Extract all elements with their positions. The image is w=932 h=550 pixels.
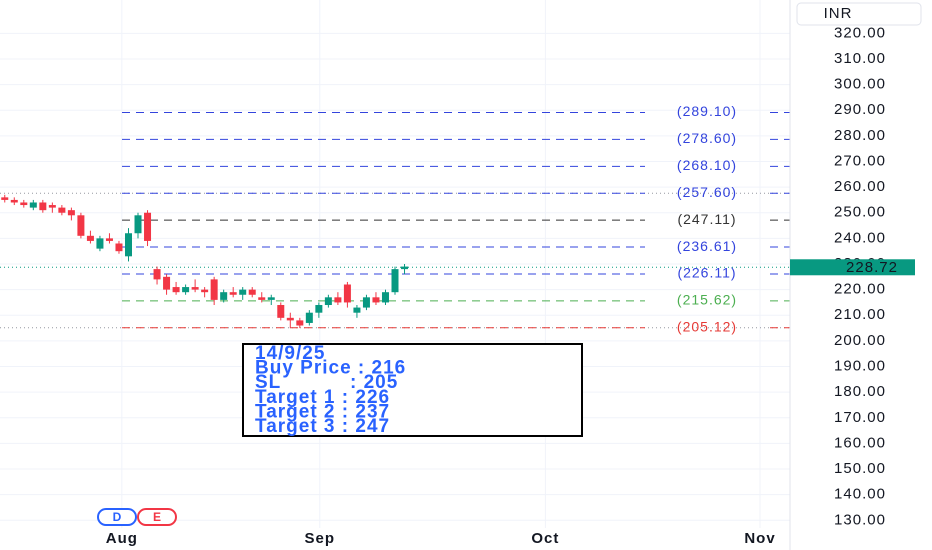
candle-body (20, 202, 28, 206)
event-label: D (113, 510, 122, 524)
y-tick-label: 260.00 (834, 178, 886, 195)
y-tick-label: 160.00 (834, 434, 886, 451)
y-tick-label: 290.00 (834, 101, 886, 118)
y-tick-label: 210.00 (834, 306, 886, 323)
candle-body (105, 238, 113, 241)
x-tick-label: Nov (744, 530, 775, 547)
y-tick-label: 140.00 (834, 486, 886, 503)
candle-body (115, 243, 123, 252)
y-tick-label: 220.00 (834, 281, 886, 298)
last-price-label: 228.72 (846, 259, 898, 276)
candle-body (258, 297, 266, 300)
candle-body (296, 320, 304, 326)
note-line: 14/9/25 (255, 343, 325, 364)
candle-body (39, 202, 47, 211)
x-tick-label: Oct (531, 530, 559, 547)
note-line: SL : 205 (255, 372, 398, 393)
candle-body (144, 212, 152, 241)
candle-body (182, 287, 190, 293)
candle-body (372, 297, 380, 303)
y-tick-label: 190.00 (834, 357, 886, 374)
candle-body (401, 266, 409, 270)
level-label: (247.11) (677, 211, 736, 227)
x-tick-label: Aug (106, 530, 138, 547)
candle-body (29, 202, 37, 208)
note-line: Target 2 : 237 (255, 401, 390, 422)
candle-body (315, 305, 323, 313)
candle-body (210, 279, 218, 300)
candle-body (96, 238, 104, 249)
candle-body (248, 289, 256, 295)
candle-body (334, 297, 342, 303)
candle-body (48, 205, 56, 208)
level-label: (226.11) (677, 265, 736, 281)
candle-body (362, 297, 370, 308)
candle-body (1, 197, 9, 200)
y-tick-label: 240.00 (834, 229, 886, 246)
candle-body (134, 215, 142, 234)
candle-body (201, 289, 209, 293)
note-line: Buy Price : 216 (255, 358, 406, 379)
level-label: (278.60) (677, 130, 737, 146)
candle-body (163, 276, 171, 290)
candle-body (391, 269, 399, 293)
candle-body (277, 305, 285, 318)
candle-body (86, 235, 94, 241)
level-label: (268.10) (677, 157, 737, 173)
candle-body (353, 307, 361, 313)
level-label: (236.61) (677, 238, 737, 254)
candle-body (343, 284, 351, 303)
level-label: (205.12) (677, 318, 737, 334)
note-box (242, 343, 583, 437)
currency: INR (824, 5, 853, 22)
candle-body (324, 297, 332, 306)
candle-body (10, 199, 18, 203)
candle-body (239, 289, 247, 295)
candle-body (124, 233, 132, 257)
level-label: (257.60) (677, 184, 737, 200)
y-tick-label: 170.00 (834, 409, 886, 426)
y-tick-label: 130.00 (834, 511, 886, 528)
y-tick-label: 300.00 (834, 76, 886, 93)
note-line: Target 1 : 226 (255, 387, 390, 408)
candle-body (286, 317, 294, 321)
level-label: (215.62) (677, 292, 737, 308)
y-tick-label: 250.00 (834, 204, 886, 221)
y-tick-label: 270.00 (834, 152, 886, 169)
candle-body (67, 210, 75, 216)
candle-body (77, 215, 85, 236)
candle-body (267, 297, 275, 300)
y-tick-label: 280.00 (834, 127, 886, 144)
event-badge (97, 508, 137, 526)
candle-body (305, 312, 313, 323)
y-tick-label: 200.00 (834, 332, 886, 349)
last-price-tag (790, 259, 915, 276)
level-label: (289.10) (677, 103, 737, 119)
y-tick-label: 310.00 (834, 50, 886, 67)
event-label: E (153, 510, 161, 524)
x-tick-label: Sep (305, 530, 336, 547)
currency-box (796, 2, 922, 26)
candle-body (229, 292, 237, 295)
y-tick-label: 320.00 (834, 24, 886, 41)
y-tick-label: 180.00 (834, 383, 886, 400)
note-line: Target 3 : 247 (255, 416, 390, 437)
candle-body (191, 287, 199, 290)
candle-body (172, 287, 180, 293)
candle-body (153, 269, 161, 280)
candle-body (58, 207, 66, 213)
event-badge (137, 508, 177, 526)
candle-body (220, 292, 228, 300)
y-tick-label: 150.00 (834, 460, 886, 477)
candle-body (381, 292, 389, 303)
